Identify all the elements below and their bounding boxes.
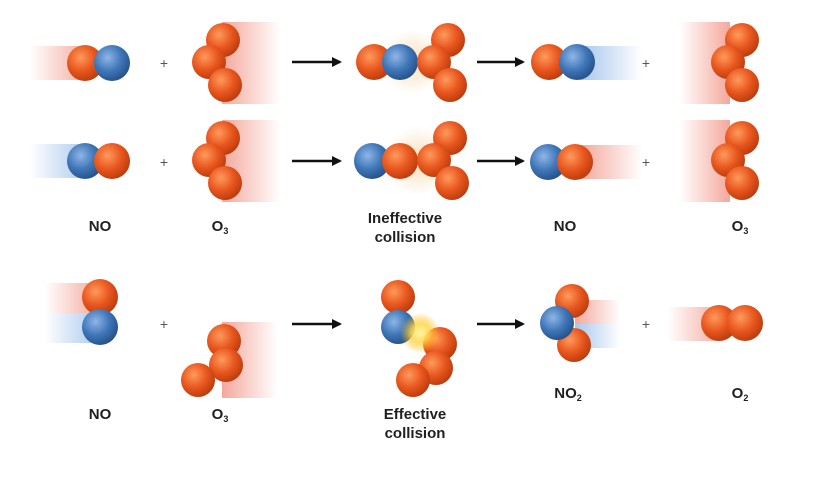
label-o3-row3: O3 [195, 405, 245, 429]
label-line-1: Ineffective [340, 209, 470, 228]
plus-sign: + [642, 316, 650, 332]
row2-reactant-o3 [192, 120, 280, 202]
nitrogen-atom [82, 309, 118, 345]
plus-sign: + [160, 154, 168, 170]
oxygen-atom [557, 144, 593, 180]
oxygen-atom [382, 143, 418, 179]
nitrogen-atom [94, 45, 130, 81]
oxygen-atom [727, 305, 763, 341]
row2-collision [354, 121, 469, 200]
plus-sign: + [642, 154, 650, 170]
oxygen-atom [381, 280, 415, 314]
label-ineffective-collision: Ineffective collision [340, 209, 470, 247]
collision-flash [400, 313, 440, 353]
row1-product-o3 [680, 22, 759, 104]
row2-product-no [530, 144, 642, 180]
label-no2: NO2 [538, 384, 598, 408]
row1-reactant-no [30, 45, 130, 81]
nitrogen-atom [382, 44, 418, 80]
label-no-row3: NO [70, 405, 130, 429]
row1-product-no [531, 44, 642, 80]
row2-reactant-no [30, 143, 130, 179]
label-effective-collision: Effective collision [350, 405, 480, 443]
plus-sign: + [160, 55, 168, 71]
oxygen-atom [208, 166, 242, 200]
row3-reactant-no [45, 279, 118, 345]
row3-reactant-o3 [181, 322, 277, 398]
oxygen-atom [725, 166, 759, 200]
row3-product-no2 [540, 284, 620, 362]
label-no-row2: NO [70, 217, 130, 241]
oxygen-atom [433, 68, 467, 102]
oxygen-atom [725, 68, 759, 102]
oxygen-atom [94, 143, 130, 179]
label-o3-row2: O3 [195, 217, 245, 241]
row3-product-o2 [668, 305, 763, 341]
row3-collision [381, 280, 457, 397]
row2-product-o3 [680, 120, 759, 202]
nitrogen-atom [540, 306, 574, 340]
row1-reactant-o3 [192, 22, 280, 104]
oxygen-atom [435, 166, 469, 200]
oxygen-atom [396, 363, 430, 397]
row1-collision [356, 23, 467, 102]
label-line-2: collision [340, 228, 470, 247]
oxygen-atom [208, 68, 242, 102]
label-line-1: Effective [350, 405, 480, 424]
plus-sign: + [160, 316, 168, 332]
nitrogen-atom [559, 44, 595, 80]
oxygen-atom [181, 363, 215, 397]
label-line-2: collision [350, 424, 480, 443]
label-o3-product-row2: O3 [715, 217, 765, 241]
label-no-product-row2: NO [535, 217, 595, 241]
plus-sign: + [642, 55, 650, 71]
label-o2: O2 [715, 384, 765, 408]
